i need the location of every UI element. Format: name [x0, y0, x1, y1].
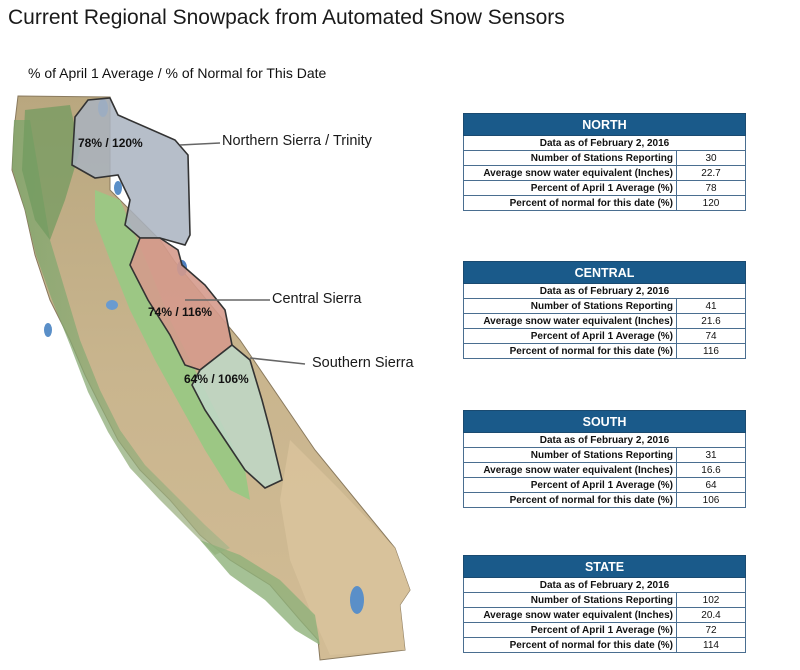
row-value: 31: [676, 447, 746, 463]
central-table: CENTRAL Data as of February 2, 2016 Numb…: [463, 261, 746, 359]
row-value: 116: [676, 343, 746, 359]
row-value: 41: [676, 298, 746, 314]
row-label: Average snow water equivalent (Inches): [463, 462, 677, 478]
row-label: Percent of normal for this date (%): [463, 637, 677, 653]
row-value: 21.6: [676, 313, 746, 329]
row-label: Percent of normal for this date (%): [463, 195, 677, 211]
delta-water: [106, 300, 118, 310]
leader-northern: [179, 142, 221, 146]
table-header: NORTH: [463, 113, 746, 136]
row-label: Number of Stations Reporting: [463, 150, 677, 166]
row-label: Average snow water equivalent (Inches): [463, 313, 677, 329]
row-label: Number of Stations Reporting: [463, 298, 677, 314]
row-value: 64: [676, 477, 746, 493]
southern-coast: [200, 540, 320, 645]
southern-callout: Southern Sierra: [312, 355, 414, 371]
row-value: 72: [676, 622, 746, 638]
row-label: Percent of normal for this date (%): [463, 343, 677, 359]
region-northern-sierra[interactable]: [71, 97, 191, 246]
row-label: Percent of April 1 Average (%): [463, 622, 677, 638]
row-value: 74: [676, 328, 746, 344]
row-value: 102: [676, 592, 746, 608]
table-row: Average snow water equivalent (Inches) 21…: [463, 313, 746, 329]
table-date: Data as of February 2, 2016: [463, 577, 746, 593]
map-subtitle: % of April 1 Average / % of Normal for T…: [28, 65, 327, 81]
row-label: Average snow water equivalent (Inches): [463, 607, 677, 623]
row-label: Percent of April 1 Average (%): [463, 328, 677, 344]
state-table: STATE Data as of February 2, 2016 Number…: [463, 555, 746, 653]
table-row: Number of Stations Reporting 31: [463, 447, 746, 463]
central-callout: Central Sierra: [272, 291, 362, 307]
row-label: Number of Stations Reporting: [463, 447, 677, 463]
north-table: NORTH Data as of February 2, 2016 Number…: [463, 113, 746, 211]
table-row: Average snow water equivalent (Inches) 20…: [463, 607, 746, 623]
lake-almanor: [114, 181, 122, 195]
table-row: Percent of April 1 Average (%) 74: [463, 328, 746, 344]
row-value: 78: [676, 180, 746, 196]
row-label: Percent of April 1 Average (%): [463, 180, 677, 196]
southern-value-label: 64% / 106%: [184, 372, 249, 386]
northern-value-label: 78% / 120%: [78, 136, 143, 150]
table-row: Percent of normal for this date (%) 120: [463, 195, 746, 211]
row-label: Average snow water equivalent (Inches): [463, 165, 677, 181]
row-value: 114: [676, 637, 746, 653]
table-row: Percent of April 1 Average (%) 78: [463, 180, 746, 196]
clear-lake: [44, 323, 52, 337]
table-date: Data as of February 2, 2016: [463, 432, 746, 448]
table-row: Number of Stations Reporting 30: [463, 150, 746, 166]
table-date: Data as of February 2, 2016: [463, 283, 746, 299]
page-title: Current Regional Snowpack from Automated…: [8, 6, 565, 29]
california-map-svg: [11, 95, 411, 661]
california-map: 78% / 120% Northern Sierra / Trinity 74%…: [11, 95, 414, 661]
central-value-label: 74% / 116%: [148, 305, 213, 319]
row-label: Percent of April 1 Average (%): [463, 477, 677, 493]
table-header: SOUTH: [463, 410, 746, 433]
table-row: Percent of April 1 Average (%) 72: [463, 622, 746, 638]
table-header: CENTRAL: [463, 261, 746, 284]
row-value: 30: [676, 150, 746, 166]
salton-sea: [350, 586, 364, 614]
table-row: Average snow water equivalent (Inches) 22…: [463, 165, 746, 181]
row-label: Number of Stations Reporting: [463, 592, 677, 608]
table-header: STATE: [463, 555, 746, 578]
leader-southern: [249, 357, 306, 365]
south-table: SOUTH Data as of February 2, 2016 Number…: [463, 410, 746, 508]
row-value: 106: [676, 492, 746, 508]
row-label: Percent of normal for this date (%): [463, 492, 677, 508]
row-value: 20.4: [676, 607, 746, 623]
table-date: Data as of February 2, 2016: [463, 135, 746, 151]
row-value: 16.6: [676, 462, 746, 478]
table-row: Percent of normal for this date (%) 106: [463, 492, 746, 508]
table-row: Percent of normal for this date (%) 114: [463, 637, 746, 653]
row-value: 22.7: [676, 165, 746, 181]
northern-forest: [22, 105, 80, 240]
region-southern-sierra[interactable]: [191, 343, 283, 489]
eastern-desert: [280, 440, 410, 655]
table-row: Number of Stations Reporting 102: [463, 592, 746, 608]
northern-callout: Northern Sierra / Trinity: [222, 133, 372, 149]
table-row: Percent of normal for this date (%) 116: [463, 343, 746, 359]
table-row: Percent of April 1 Average (%) 64: [463, 477, 746, 493]
row-value: 120: [676, 195, 746, 211]
table-row: Average snow water equivalent (Inches) 16…: [463, 462, 746, 478]
table-row: Number of Stations Reporting 41: [463, 298, 746, 314]
